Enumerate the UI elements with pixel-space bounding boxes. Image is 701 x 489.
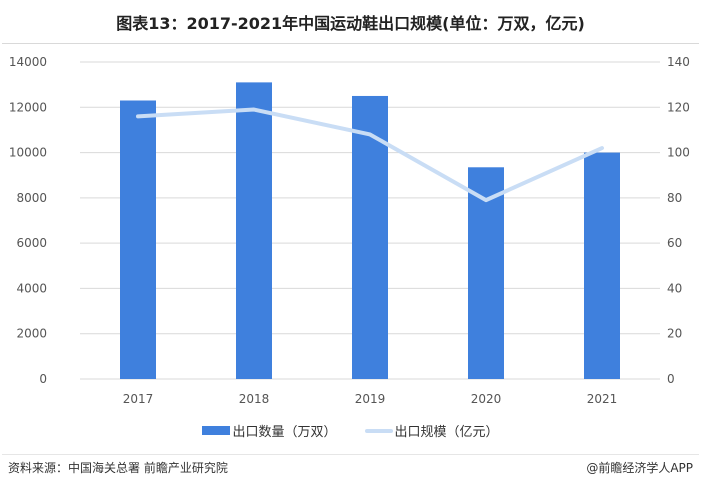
chart-plot: 0 2000 4000 6000 8000 10000 12000 14000 0 20 40 60 8… [9, 55, 690, 406]
y-left-tick: 2000 [16, 327, 47, 341]
y-right-tick: 20 [667, 327, 682, 341]
y-right-tick: 140 [667, 55, 690, 69]
bar-2020[interactable] [468, 167, 504, 379]
bar-2018[interactable] [236, 82, 272, 379]
y-left-tick: 6000 [16, 236, 47, 250]
chart-legend: 出口数量（万双） 出口规模（亿元） [0, 421, 701, 440]
legend-item-value[interactable]: 出口规模（亿元） [364, 421, 499, 440]
x-tick: 2020 [471, 392, 502, 406]
line-series[interactable] [136, 107, 604, 203]
x-tick: 2019 [355, 392, 386, 406]
y-left-tick: 12000 [9, 100, 47, 114]
y-right-tick: 40 [667, 281, 682, 295]
bar-2021[interactable] [584, 152, 620, 379]
chart-frame [2, 43, 699, 455]
bar-swatch-icon [202, 426, 231, 435]
y-left-tick: 10000 [9, 146, 47, 160]
source-note: 资料来源：中国海关总署 前瞻产业研究院 [8, 461, 228, 475]
legend-label-value: 出口规模（亿元） [394, 425, 499, 440]
y-right-tick: 0 [667, 372, 675, 386]
y-right-tick: 80 [667, 191, 682, 205]
x-tick: 2018 [239, 392, 270, 406]
legend-item-quantity[interactable]: 出口数量（万双） [202, 421, 337, 440]
y-left-tick: 14000 [9, 55, 47, 69]
y-right-tick: 120 [667, 100, 690, 114]
y-left-tick: 4000 [16, 281, 47, 295]
y-left-tick: 8000 [16, 191, 47, 205]
footer: 资料来源：中国海关总署 前瞻产业研究院 @前瞻经济学人APP [8, 459, 693, 476]
y-left-tick: 0 [39, 372, 47, 386]
bar-2019[interactable] [352, 95, 388, 379]
line-swatch-icon [364, 428, 393, 433]
x-tick: 2017 [123, 392, 154, 406]
x-tick: 2021 [587, 392, 618, 406]
y-right-tick: 100 [667, 146, 690, 160]
bar-2017[interactable] [120, 100, 156, 379]
credit-note: @前瞻经济学人APP [586, 461, 693, 475]
chart-title: 图表13：2017-2021年中国运动鞋出口规模(单位：万双，亿元) [116, 14, 585, 33]
y-right-tick: 60 [667, 236, 682, 250]
legend-label-quantity: 出口数量（万双） [232, 425, 337, 440]
